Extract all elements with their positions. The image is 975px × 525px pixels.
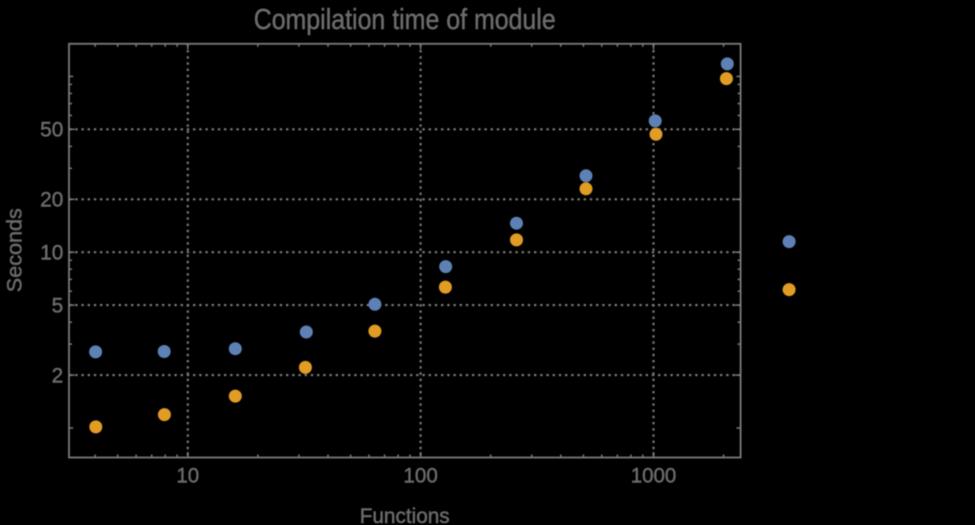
svg-text:2: 2 xyxy=(52,364,64,387)
svg-text:50: 50 xyxy=(40,119,63,142)
svg-text:Functions: Functions xyxy=(360,504,450,525)
svg-text:20: 20 xyxy=(40,189,63,212)
svg-text:Seconds: Seconds xyxy=(3,208,27,292)
svg-text:100: 100 xyxy=(403,465,437,488)
svg-text:10: 10 xyxy=(176,465,199,488)
svg-text:10: 10 xyxy=(40,241,63,264)
svg-text:5: 5 xyxy=(52,294,64,317)
svg-text:Compilation time of module: Compilation time of module xyxy=(254,4,556,36)
svg-text:1000: 1000 xyxy=(631,465,677,488)
